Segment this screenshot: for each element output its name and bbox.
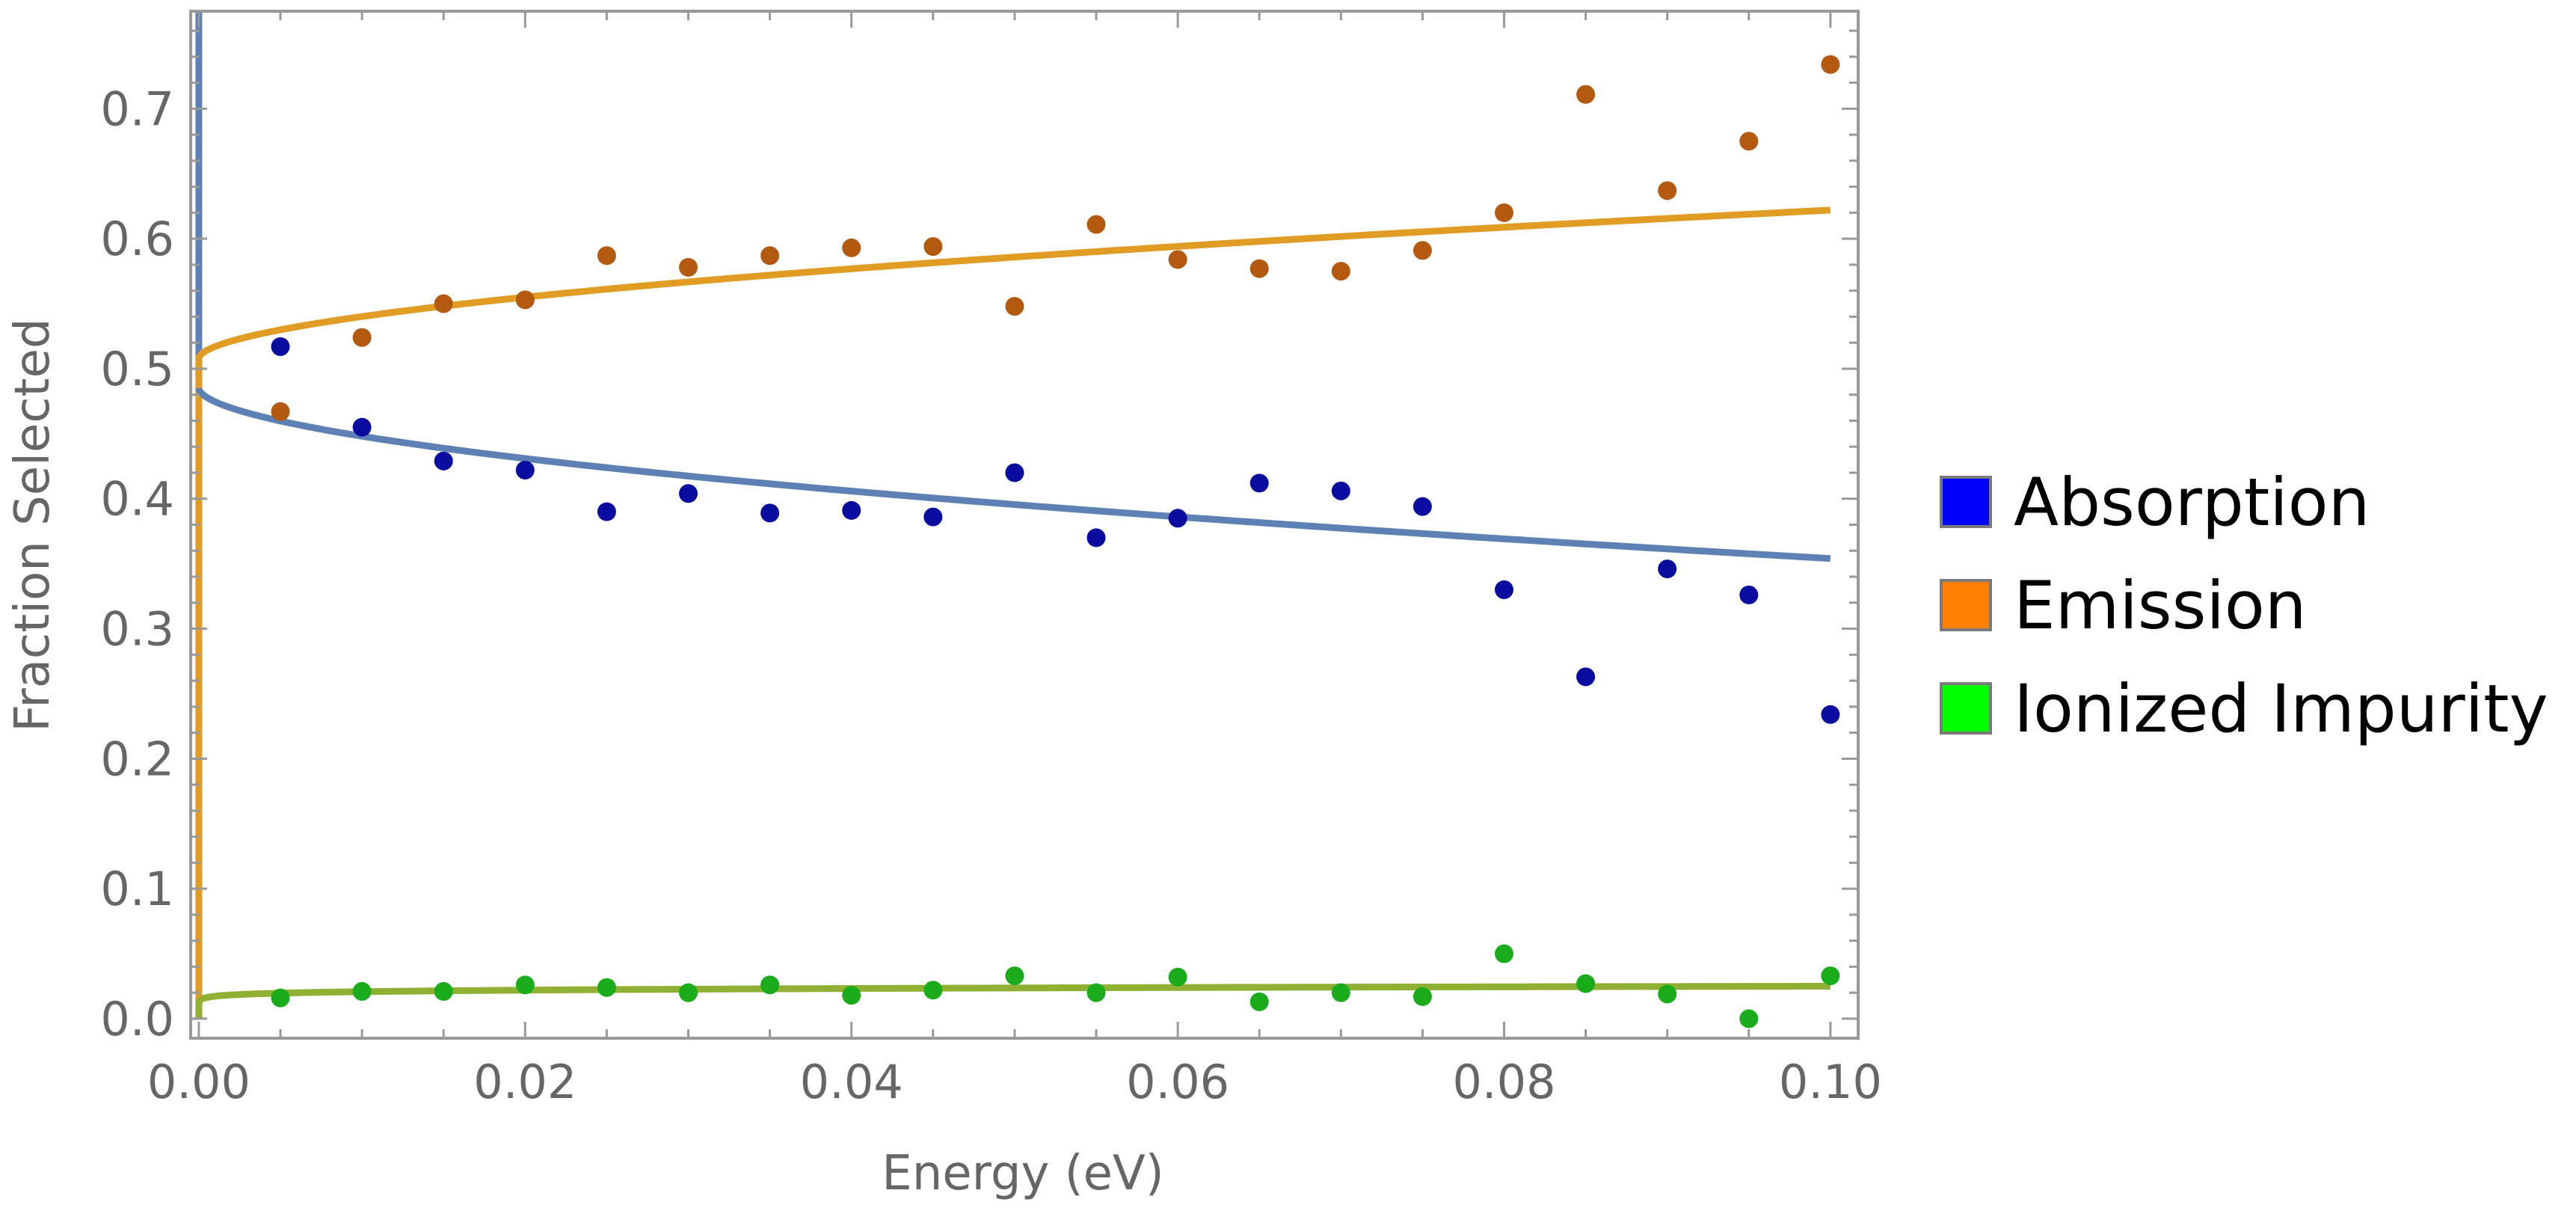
ionized-impurity-point: [1086, 983, 1106, 1002]
legend-ionized-impurity: Ionized Impurity: [1940, 670, 2548, 747]
emission-point: [679, 257, 698, 277]
absorption-point: [1249, 473, 1269, 493]
absorption-point: [271, 337, 290, 356]
emission-point: [1739, 132, 1759, 151]
y-axis-label: Fraction Selected: [5, 318, 61, 732]
y-tick-label: 0.7: [100, 82, 174, 136]
absorption-point: [1168, 509, 1187, 528]
emission-point: [434, 294, 453, 313]
absorption-point: [1413, 497, 1432, 516]
plot-frame: [189, 10, 1860, 1040]
legend-swatch: [1940, 476, 1992, 528]
ionized-impurity-point: [1576, 974, 1596, 993]
y-tick-label: 0.6: [100, 212, 174, 266]
emission-point: [1576, 85, 1596, 104]
x-axis-label: Energy (eV): [882, 1146, 1164, 1201]
legend-label: Absorption: [2014, 464, 2370, 541]
y-tick-label: 0.3: [100, 602, 174, 657]
emission-point: [515, 290, 535, 310]
legend-absorption: Absorption: [1940, 464, 2370, 541]
emission-point: [1331, 262, 1350, 281]
x-tick-label: 0.00: [147, 1055, 250, 1109]
emission-point: [923, 237, 943, 257]
legend: Absorption Emission Ionized Impurity: [1940, 464, 2548, 747]
data-points: [271, 55, 1840, 1028]
legend-emission: Emission: [1940, 567, 2307, 644]
legend-swatch: [1940, 682, 1992, 735]
ionized-impurity-point: [1331, 983, 1350, 1002]
absorption-point: [597, 502, 616, 521]
ionized-impurity-point: [1495, 944, 1514, 963]
emission-point: [760, 246, 780, 266]
x-tick-label: 0.04: [800, 1055, 903, 1109]
ionized-impurity-point: [1413, 987, 1432, 1006]
absorption-point: [1495, 580, 1514, 599]
absorption-point: [679, 484, 698, 503]
y-tick-label: 0.0: [100, 992, 174, 1046]
absorption-point: [842, 500, 861, 520]
ionized-impurity-fit-curve: [195, 982, 1830, 1019]
y-tick-label: 0.2: [100, 732, 174, 786]
absorption-point: [1821, 705, 1840, 724]
absorption-point: [1576, 667, 1596, 687]
ionized-impurity-point: [1821, 966, 1840, 986]
y-tick-label: 0.4: [100, 472, 174, 527]
emission-point: [1413, 241, 1432, 260]
ionized-impurity-point: [1739, 1009, 1759, 1028]
ionized-impurity-point: [760, 975, 780, 995]
y-tick-label: 0.5: [100, 342, 174, 396]
absorption-point: [923, 507, 943, 527]
absorption-point: [352, 417, 372, 437]
fit-curves: [195, 11, 1831, 1019]
ionized-impurity-point: [1249, 992, 1269, 1011]
absorption-point: [1658, 559, 1677, 579]
y-tick-label: 0.1: [100, 862, 174, 916]
ionized-impurity-point: [1005, 966, 1024, 986]
absorption-fit-curve: [195, 384, 1831, 562]
absorption-point: [760, 503, 780, 523]
emission-point: [1821, 55, 1840, 74]
ionized-impurity-point: [352, 981, 372, 1001]
emission-point: [597, 246, 616, 266]
ionized-impurity-point: [597, 978, 616, 997]
emission-point: [1658, 181, 1677, 200]
emission-point: [1495, 203, 1514, 222]
ionized-impurity-point: [923, 981, 943, 1000]
tick-labels: 0.00 0.02 0.04 0.06 0.08 0.10 0.0 0.1 0.2 0.3 0.4 0…: [100, 82, 1882, 1109]
legend-swatch: [1940, 579, 1992, 631]
emission-point: [1086, 215, 1106, 234]
ionized-impurity-point: [679, 983, 698, 1002]
x-tick-label: 0.08: [1452, 1055, 1555, 1109]
absorption-point: [1739, 585, 1759, 604]
emission-fit-curve: [195, 206, 1831, 362]
absorption-point: [1005, 463, 1024, 482]
ionized-impurity-point: [434, 981, 453, 1001]
x-tick-label: 0.10: [1779, 1055, 1882, 1109]
emission-point: [271, 402, 290, 421]
x-tick-label: 0.02: [473, 1055, 577, 1109]
ionized-impurity-point: [515, 975, 535, 995]
ionized-impurity-point: [271, 988, 290, 1008]
legend-label: Emission: [2014, 567, 2307, 644]
axis-ticks: [191, 11, 1858, 1038]
ionized-impurity-point: [1658, 984, 1677, 1004]
emission-point: [842, 238, 861, 257]
emission-point: [1249, 259, 1269, 278]
emission-point: [1005, 297, 1024, 316]
legend-label: Ionized Impurity: [2014, 670, 2548, 747]
absorption-point: [1331, 481, 1350, 500]
emission-point: [1168, 250, 1187, 269]
x-tick-label: 0.06: [1126, 1055, 1229, 1109]
ionized-impurity-point: [1168, 967, 1187, 987]
absorption-point: [434, 451, 453, 470]
absorption-point: [1086, 528, 1106, 548]
absorption-point: [515, 461, 535, 480]
emission-point: [352, 328, 372, 347]
ionized-impurity-point: [842, 986, 861, 1005]
